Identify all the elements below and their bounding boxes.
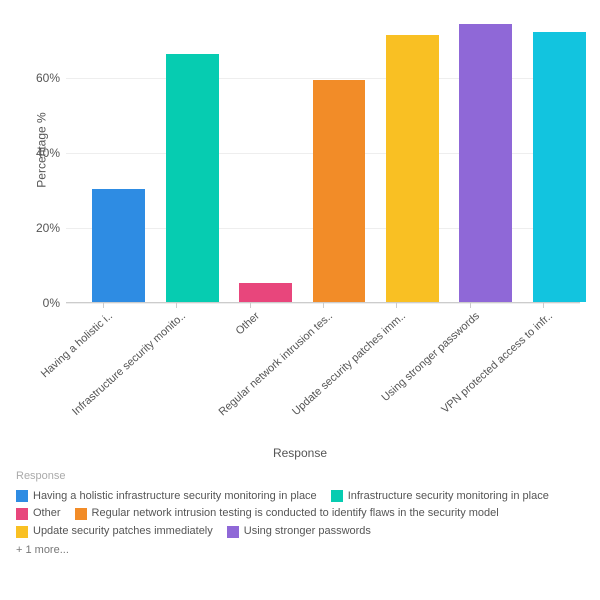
x-tick bbox=[323, 303, 324, 308]
legend-items: Having a holistic infrastructure securit… bbox=[16, 488, 586, 541]
bar bbox=[459, 24, 512, 302]
legend-swatch bbox=[16, 526, 28, 538]
legend: Response Having a holistic infrastructur… bbox=[16, 468, 586, 560]
legend-more: + 1 more... bbox=[16, 542, 586, 560]
x-tick bbox=[396, 303, 397, 308]
legend-item: Regular network intrusion testing is con… bbox=[75, 505, 499, 523]
legend-item: Having a holistic infrastructure securit… bbox=[16, 488, 317, 506]
y-tick-label: 0% bbox=[20, 296, 60, 310]
x-tick bbox=[470, 303, 471, 308]
legend-label: Having a holistic infrastructure securit… bbox=[33, 488, 317, 506]
bar-chart: 0%20%40%60%Having a holistic i..Infrastr… bbox=[50, 10, 580, 380]
legend-item: Update security patches immediately bbox=[16, 523, 213, 541]
x-tick-label: Using stronger passwords bbox=[359, 310, 481, 422]
bar bbox=[313, 80, 366, 302]
y-tick-label: 60% bbox=[20, 71, 60, 85]
legend-swatch bbox=[75, 508, 87, 520]
legend-label: Regular network intrusion testing is con… bbox=[92, 505, 499, 523]
x-tick-label: Regular network intrusion tes.. bbox=[213, 310, 335, 422]
legend-label: Infrastructure security monitoring in pl… bbox=[348, 488, 549, 506]
x-axis-label: Response bbox=[0, 446, 600, 460]
legend-swatch bbox=[16, 508, 28, 520]
legend-swatch bbox=[16, 490, 28, 502]
legend-label: Using stronger passwords bbox=[244, 523, 371, 541]
x-tick bbox=[543, 303, 544, 308]
bar bbox=[166, 54, 219, 302]
legend-title: Response bbox=[16, 468, 586, 486]
legend-swatch bbox=[227, 526, 239, 538]
legend-item: Other bbox=[16, 505, 61, 523]
x-tick-label: Update security patches imm.. bbox=[286, 310, 408, 422]
legend-swatch bbox=[331, 490, 343, 502]
x-tick-label: Infrastructure security monito.. bbox=[66, 310, 188, 422]
legend-label: Update security patches immediately bbox=[33, 523, 213, 541]
bar bbox=[386, 35, 439, 302]
legend-item: Using stronger passwords bbox=[227, 523, 371, 541]
legend-label: Other bbox=[33, 505, 61, 523]
plot-area bbox=[66, 10, 580, 303]
bar bbox=[92, 189, 145, 302]
x-tick-label: Other bbox=[139, 310, 261, 422]
y-tick-label: 20% bbox=[20, 221, 60, 235]
x-tick-label: VPN protected access to infr.. bbox=[433, 310, 555, 422]
bar bbox=[239, 283, 292, 302]
x-tick bbox=[103, 303, 104, 308]
x-tick bbox=[250, 303, 251, 308]
x-tick bbox=[176, 303, 177, 308]
bar bbox=[533, 32, 586, 302]
x-tick-label: Having a holistic i.. bbox=[0, 310, 115, 422]
legend-item: Infrastructure security monitoring in pl… bbox=[331, 488, 549, 506]
y-axis-label: Percentage % bbox=[35, 112, 49, 187]
